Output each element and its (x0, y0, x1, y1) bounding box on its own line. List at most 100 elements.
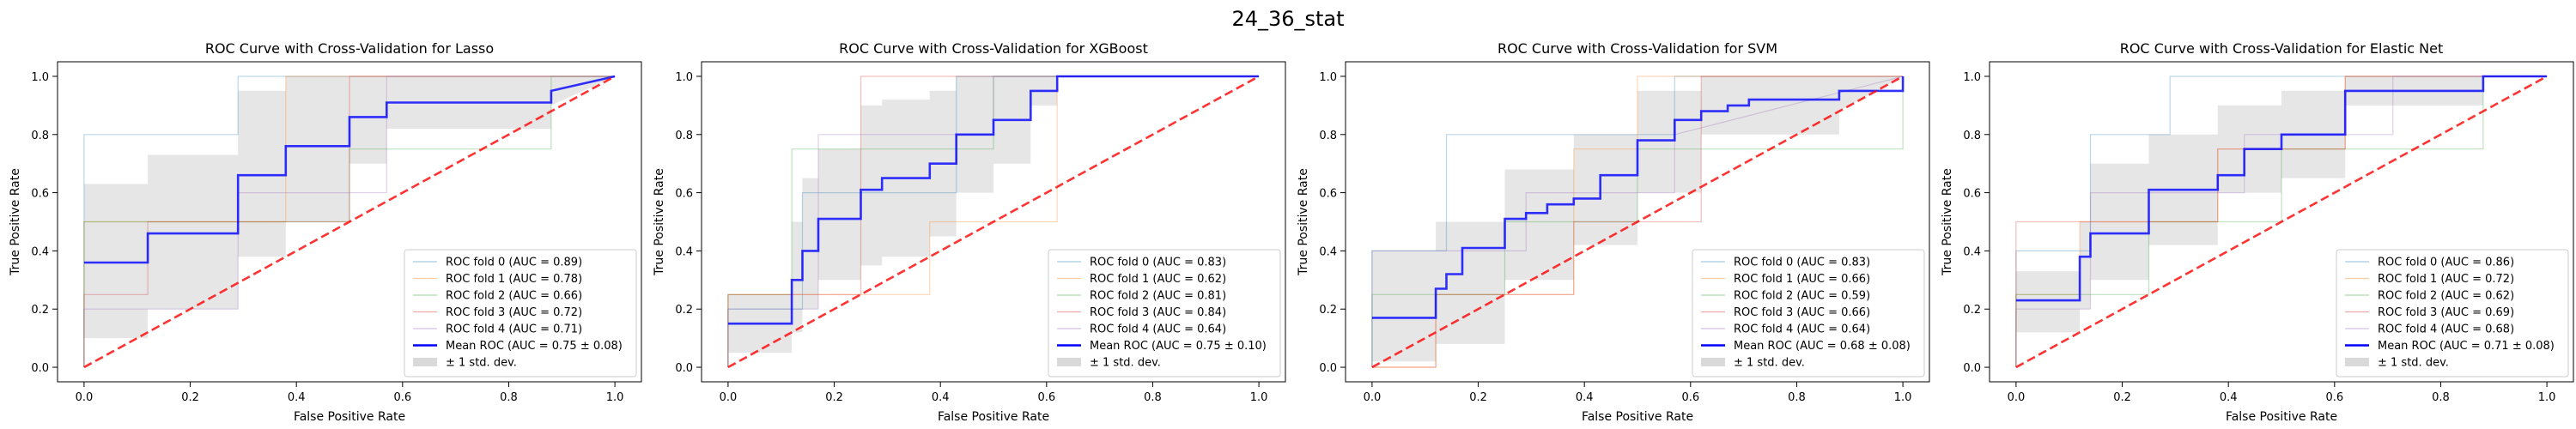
mean-roc-line (83, 75, 616, 264)
y-tick-label: 0.0 (1963, 362, 1981, 375)
roc-fold-line-4 (2015, 76, 2548, 367)
mean-roc-line (1371, 76, 1905, 319)
axes-frame (57, 61, 642, 383)
x-tick-label: 0.2 (825, 391, 843, 404)
x-tick-label: 0.8 (500, 391, 518, 404)
x-tick-label: 0.2 (1469, 391, 1487, 404)
legend-label: Mean ROC (AUC = 0.68 ± 0.08) (1734, 340, 1911, 353)
y-tick-label: 0.2 (1319, 304, 1337, 317)
legend-label: ROC fold 4 (AUC = 0.71) (446, 323, 582, 336)
legend-label: ROC fold 4 (AUC = 0.64) (1734, 323, 1870, 336)
figure-suptitle: 24_36_stat (1231, 7, 1344, 31)
x-tick-label: 0.6 (1681, 391, 1699, 404)
legend-swatch-band (1057, 358, 1081, 366)
legend-label: ± 1 std. dev. (2378, 357, 2449, 370)
x-tick-label: 0.4 (932, 391, 950, 404)
y-axis-label: True Positive Rate (1941, 168, 1954, 276)
roc-fold-line-2 (83, 76, 616, 367)
y-tick-label: 0.2 (31, 304, 49, 317)
legend-label: Mean ROC (AUC = 0.71 ± 0.08) (2378, 340, 2555, 353)
legend-box (2336, 249, 2569, 378)
legend-label: ROC fold 0 (AUC = 0.83) (1734, 257, 1870, 269)
y-tick-label: 1.0 (1963, 71, 1981, 84)
roc-fold-line-0 (727, 76, 1260, 367)
legend-label: ROC fold 2 (AUC = 0.59) (1734, 290, 1870, 303)
y-axis-label: True Positive Rate (9, 168, 22, 276)
chance-line (83, 75, 616, 369)
legend-label: ± 1 std. dev. (1090, 357, 1161, 370)
axes-frame (1989, 61, 2574, 383)
legend-label: ROC fold 2 (AUC = 0.62) (2378, 290, 2514, 303)
x-tick-label: 0.2 (181, 391, 199, 404)
x-tick-label: 0.6 (393, 391, 411, 404)
y-tick-label: 0.4 (1963, 245, 1981, 258)
legend-box (1692, 249, 1925, 378)
y-tick-label: 0.0 (1319, 362, 1337, 375)
roc-fold-line-4 (727, 76, 1260, 367)
roc-fold-line-0 (2015, 76, 2548, 367)
legend-label: ROC fold 3 (AUC = 0.69) (2378, 306, 2514, 319)
x-tick-label: 0.8 (2432, 391, 2450, 404)
axes-frame (1345, 61, 1930, 383)
legend-label: ROC fold 2 (AUC = 0.66) (446, 290, 582, 303)
legend-swatch-band (1701, 358, 1725, 366)
y-tick-label: 0.2 (1963, 304, 1981, 317)
x-tick-label: 0.0 (2008, 391, 2026, 404)
chance-line (1371, 75, 1904, 369)
legend-label: ROC fold 1 (AUC = 0.62) (1090, 273, 1226, 286)
legend-label: ± 1 std. dev. (446, 357, 517, 370)
x-tick-label: 0.0 (76, 391, 94, 404)
legend-label: ± 1 std. dev. (1734, 357, 1805, 370)
chart-title: ROC Curve with Cross-Validation for XGBo… (839, 40, 1148, 57)
x-tick-label: 0.4 (1576, 391, 1594, 404)
y-tick-label: 0.4 (675, 245, 693, 258)
x-tick-label: 1.0 (2538, 391, 2556, 404)
x-axis-label: False Positive Rate (294, 410, 405, 424)
y-tick-label: 0.8 (1963, 130, 1981, 142)
legend-swatch-band (2345, 358, 2369, 366)
y-tick-label: 0.4 (31, 245, 49, 258)
roc-fold-line-1 (83, 76, 616, 367)
std-band (83, 76, 616, 339)
chart-panel-2: ROC Curve with Cross-Validation for SVM 0… (1297, 40, 1930, 424)
legend-swatch-band (413, 358, 437, 366)
x-tick-label: 0.4 (288, 391, 306, 404)
y-tick-label: 0.2 (675, 304, 693, 317)
mean-roc-line (2015, 75, 2548, 302)
roc-fold-line-3 (83, 76, 616, 367)
x-axis-label: False Positive Rate (1582, 410, 1693, 424)
roc-fold-line-3 (727, 76, 1260, 367)
legend-label: ROC fold 0 (AUC = 0.83) (1090, 257, 1226, 269)
legend-label: ROC fold 1 (AUC = 0.66) (1734, 273, 1870, 286)
legend-label: ROC fold 1 (AUC = 0.78) (446, 273, 582, 286)
y-tick-label: 0.0 (31, 362, 49, 375)
y-axis-label: True Positive Rate (653, 168, 666, 276)
legend-label: Mean ROC (AUC = 0.75 ± 0.10) (1090, 340, 1267, 353)
legend-label: Mean ROC (AUC = 0.75 ± 0.08) (446, 340, 623, 353)
x-tick-label: 0.4 (2220, 391, 2238, 404)
legend-box (1048, 249, 1281, 378)
legend-label: ROC fold 1 (AUC = 0.72) (2378, 273, 2514, 286)
x-tick-label: 1.0 (1894, 391, 1912, 404)
y-tick-label: 0.8 (1319, 130, 1337, 142)
y-tick-label: 0.0 (675, 362, 693, 375)
y-tick-label: 1.0 (1319, 71, 1337, 84)
std-band (2015, 76, 2548, 333)
x-tick-label: 0.6 (2325, 391, 2343, 404)
legend-label: ROC fold 4 (AUC = 0.64) (1090, 323, 1226, 336)
y-tick-label: 0.6 (1319, 188, 1337, 201)
chart-panel-1: ROC Curve with Cross-Validation for XGBo… (653, 40, 1286, 424)
x-tick-label: 0.6 (1037, 391, 1055, 404)
roc-fold-line-3 (1371, 76, 1904, 368)
x-axis-label: False Positive Rate (938, 410, 1049, 424)
y-tick-label: 0.4 (1319, 245, 1337, 258)
chart-title: ROC Curve with Cross-Validation for SVM (1498, 40, 1777, 57)
y-tick-label: 0.8 (675, 130, 693, 142)
legend-label: ROC fold 0 (AUC = 0.86) (2378, 257, 2514, 269)
roc-fold-line-1 (1371, 76, 1904, 368)
legend-box (404, 249, 637, 378)
y-tick-label: 1.0 (675, 71, 693, 84)
y-tick-label: 0.6 (31, 188, 49, 201)
roc-fold-line-3 (2015, 76, 2548, 367)
